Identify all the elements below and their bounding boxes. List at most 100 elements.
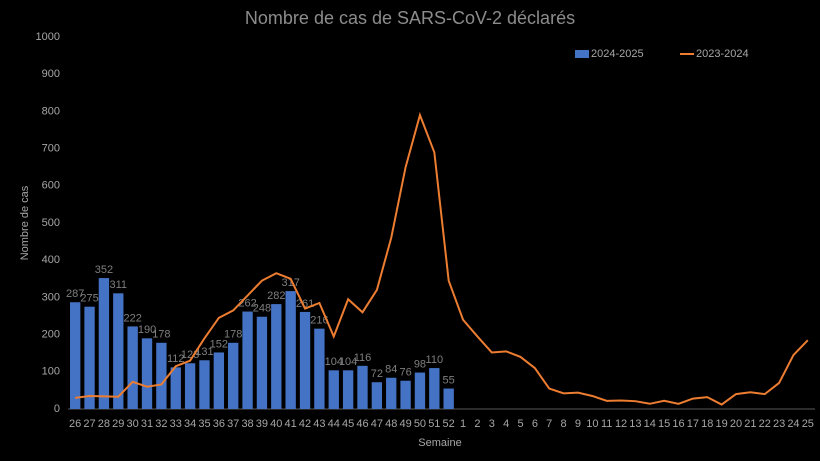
- x-tick-label: 31: [141, 418, 153, 430]
- bar: [170, 367, 181, 409]
- legend-swatch: [575, 50, 589, 58]
- y-tick-label: 600: [42, 180, 60, 192]
- data-label: 311: [110, 279, 128, 291]
- x-tick-label: 52: [443, 418, 455, 430]
- data-label: 178: [224, 329, 242, 341]
- x-tick-label: 14: [644, 418, 656, 430]
- x-tick-label: 51: [428, 418, 440, 430]
- bar: [271, 304, 282, 409]
- x-tick-label: 34: [184, 418, 196, 430]
- bar: [141, 338, 153, 409]
- bar: [299, 311, 311, 409]
- data-label: 110: [426, 354, 444, 366]
- x-tick-label: 11: [601, 418, 612, 430]
- x-tick-label: 2: [474, 418, 480, 430]
- bar: [414, 372, 426, 409]
- bar: [98, 278, 110, 409]
- data-label: 317: [281, 277, 299, 289]
- x-tick-label: 46: [356, 418, 368, 430]
- legend-label: 2024-2025: [591, 48, 644, 60]
- bar: [443, 388, 454, 409]
- bar: [314, 328, 325, 409]
- chart-title: Nombre de cas de SARS-CoV-2 déclarés: [245, 8, 575, 28]
- data-label: 131: [195, 346, 213, 358]
- x-tick-label: 12: [615, 418, 627, 430]
- data-label: 72: [371, 368, 383, 380]
- data-label: 104: [339, 356, 357, 368]
- bar: [256, 316, 268, 409]
- y-tick-label: 400: [42, 254, 60, 266]
- x-tick-label: 24: [787, 418, 799, 430]
- y-tick-label: 200: [42, 329, 60, 341]
- data-label: 216: [310, 315, 328, 327]
- x-tick-label: 26: [69, 418, 81, 430]
- y-tick-label: 100: [42, 366, 60, 378]
- data-label: 352: [95, 264, 113, 276]
- x-tick-label: 45: [342, 418, 354, 430]
- x-tick-label: 40: [270, 418, 282, 430]
- x-tick-label: 38: [241, 418, 253, 430]
- bar: [429, 368, 440, 409]
- bar: [70, 302, 81, 409]
- bar: [199, 360, 210, 409]
- x-tick-label: 37: [227, 418, 239, 430]
- bar: [386, 377, 397, 409]
- bar: [285, 291, 296, 409]
- x-tick-label: 43: [313, 418, 325, 430]
- x-tick-label: 1: [460, 418, 466, 430]
- data-label: 282: [267, 290, 285, 302]
- x-tick-label: 19: [716, 418, 728, 430]
- x-tick-label: 25: [802, 418, 814, 430]
- data-label: 190: [138, 324, 156, 336]
- bar: [371, 382, 383, 409]
- x-tick-label: 23: [773, 418, 785, 430]
- x-tick-label: 17: [687, 418, 699, 430]
- x-tick-label: 44: [328, 418, 340, 430]
- x-tick-label: 33: [170, 418, 182, 430]
- x-tick-label: 10: [586, 418, 598, 430]
- y-tick-label: 1000: [36, 31, 60, 43]
- x-tick-label: 48: [385, 418, 397, 430]
- x-tick-label: 4: [503, 418, 509, 430]
- x-tick-label: 27: [83, 418, 95, 430]
- x-tick-label: 9: [575, 418, 581, 430]
- x-tick-label: 42: [299, 418, 311, 430]
- y-tick-label: 300: [42, 291, 60, 303]
- data-label: 178: [152, 329, 170, 341]
- data-label: 287: [66, 288, 84, 300]
- x-tick-label: 49: [399, 418, 411, 430]
- x-tick-label: 47: [371, 418, 383, 430]
- bar: [400, 380, 411, 409]
- bar: [127, 326, 138, 409]
- data-label: 76: [399, 367, 411, 379]
- data-label: 104: [325, 356, 343, 368]
- data-label: 116: [354, 352, 372, 364]
- data-label: 98: [414, 358, 426, 370]
- x-tick-label: 8: [561, 418, 567, 430]
- bar: [228, 342, 239, 409]
- bar: [342, 370, 354, 409]
- data-label: 84: [385, 364, 397, 376]
- bar: [156, 342, 167, 409]
- x-tick-label: 5: [517, 418, 523, 430]
- x-tick-label: 3: [489, 418, 495, 430]
- x-tick-label: 7: [546, 418, 552, 430]
- bar: [242, 311, 253, 409]
- y-axis-label: Nombre de cas: [19, 185, 31, 260]
- data-label: 152: [210, 338, 228, 350]
- bar: [213, 352, 225, 409]
- x-tick-label: 18: [701, 418, 713, 430]
- y-tick-label: 500: [42, 217, 60, 229]
- x-tick-label: 35: [198, 418, 210, 430]
- x-tick-label: 28: [98, 418, 110, 430]
- y-tick-label: 800: [42, 105, 60, 117]
- data-label: 55: [443, 374, 455, 386]
- y-tick-label: 700: [42, 143, 60, 155]
- bar: [357, 365, 368, 409]
- data-label: 275: [80, 293, 98, 305]
- line: [75, 111, 809, 406]
- y-tick-label: 0: [54, 403, 60, 415]
- data-label: 112: [167, 353, 185, 365]
- bar: [184, 363, 196, 409]
- x-tick-label: 39: [256, 418, 268, 430]
